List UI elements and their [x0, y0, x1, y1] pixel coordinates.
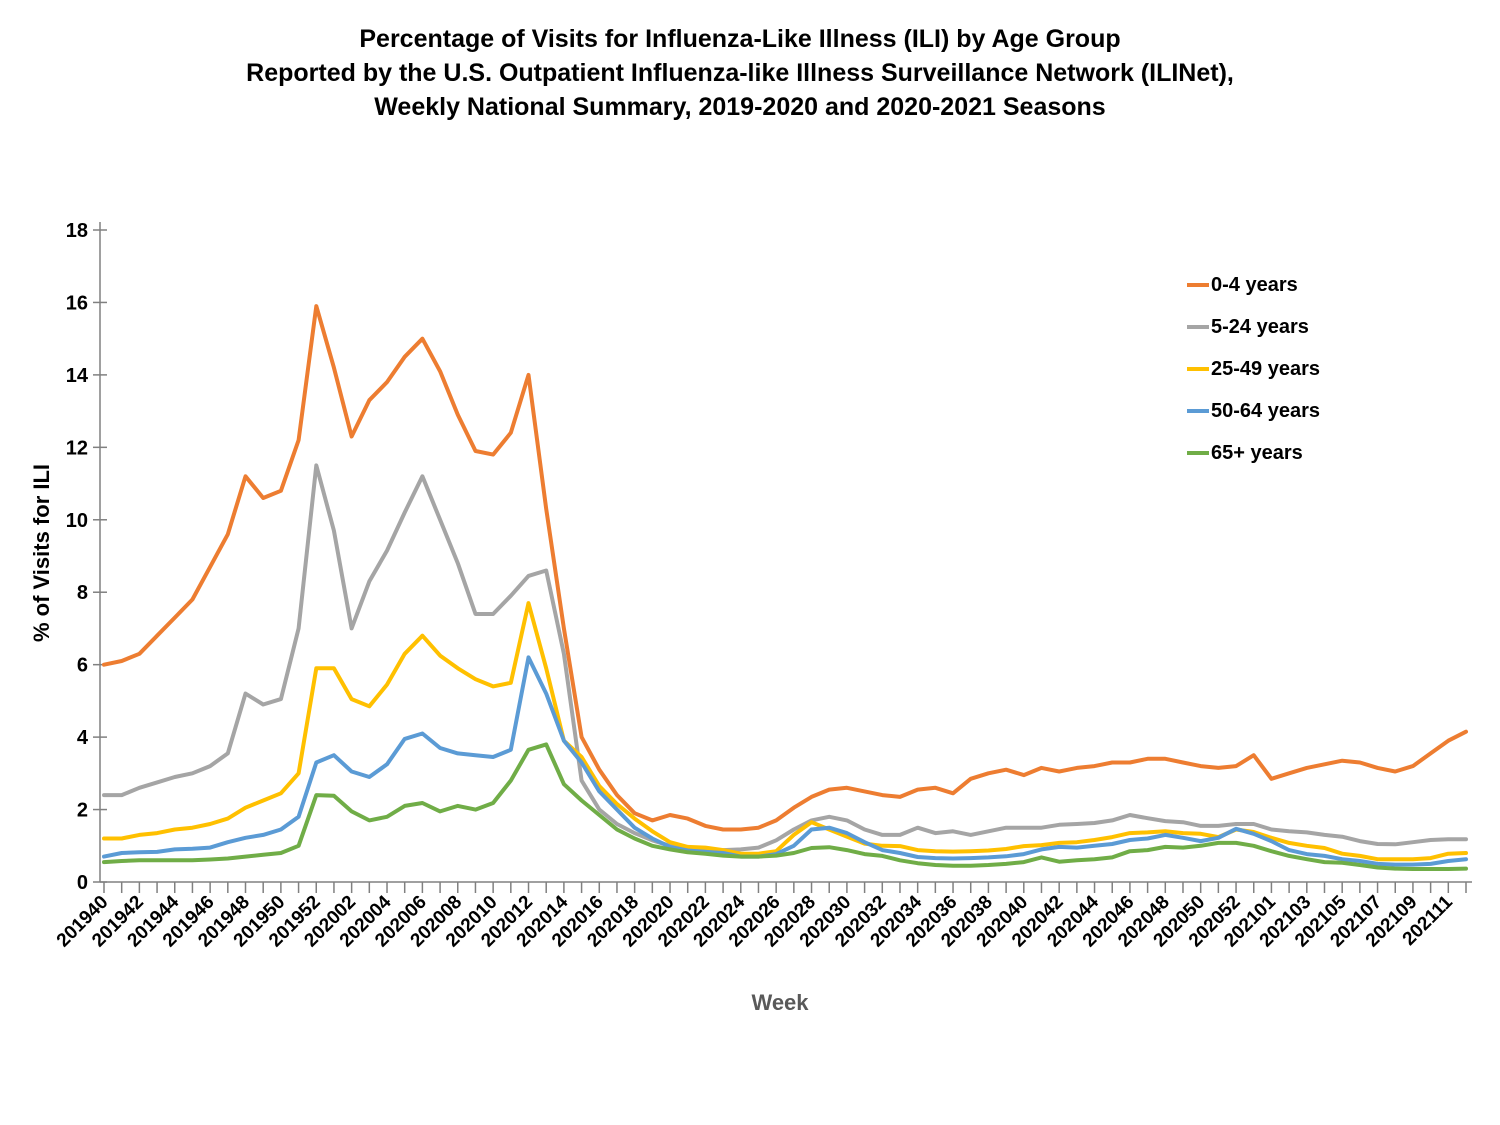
- legend-swatch-5-24-years: [1187, 325, 1209, 329]
- legend-item-5-24-years: 5-24 years: [1187, 316, 1320, 338]
- series-line-65-years: [102, 742, 1468, 871]
- legend-item-25-49-years: 25-49 years: [1187, 358, 1320, 380]
- legend-label-50-64-years: 50-64 years: [1211, 399, 1320, 422]
- legend-item-50-64-years: 50-64 years: [1187, 400, 1320, 422]
- legend-swatch-50-64-years: [1187, 409, 1209, 413]
- y-tick-label: 14: [66, 365, 89, 387]
- chart-title: Percentage of Visits for Influenza-Like …: [0, 22, 1480, 124]
- y-tick-label: 6: [77, 655, 88, 677]
- y-axis-title: % of Visits for ILI: [29, 463, 54, 643]
- y-tick-label: 16: [66, 292, 88, 314]
- series-line-5-24-years: [102, 463, 1468, 853]
- legend-swatch-25-49-years: [1187, 367, 1209, 371]
- legend-item-0-4-years: 0-4 years: [1187, 274, 1320, 296]
- series-line-50-64-years: [102, 655, 1468, 867]
- legend-label-0-4-years: 0-4 years: [1211, 273, 1298, 296]
- legend-swatch-0-4-years: [1187, 283, 1209, 287]
- legend-label-65-plus-years: 65+ years: [1211, 441, 1303, 464]
- series-line-0-4-years: [102, 304, 1468, 832]
- y-tick-label: 10: [66, 510, 88, 532]
- legend-item-65-plus-years: 65+ years: [1187, 442, 1320, 464]
- y-tick-label: 18: [66, 220, 88, 242]
- y-tick-label: 12: [66, 437, 88, 459]
- chart-title-line3: Weekly National Summary, 2019-2020 and 2…: [374, 93, 1106, 121]
- y-tick-label: 8: [77, 582, 88, 604]
- chart-title-line2: Reported by the U.S. Outpatient Influenz…: [246, 59, 1234, 87]
- x-axis-title: Week: [751, 990, 809, 1015]
- legend-label-5-24-years: 5-24 years: [1211, 315, 1309, 338]
- y-tick-label: 2: [77, 800, 88, 822]
- legend-swatch-65-plus-years: [1187, 451, 1209, 455]
- legend: 0-4 years 5-24 years 25-49 years 50-64 y…: [1187, 274, 1320, 484]
- legend-label-25-49-years: 25-49 years: [1211, 357, 1320, 380]
- chart-title-line1: Percentage of Visits for Influenza-Like …: [359, 25, 1121, 53]
- y-tick-label: 0: [77, 872, 88, 894]
- y-tick-label: 4: [77, 727, 89, 749]
